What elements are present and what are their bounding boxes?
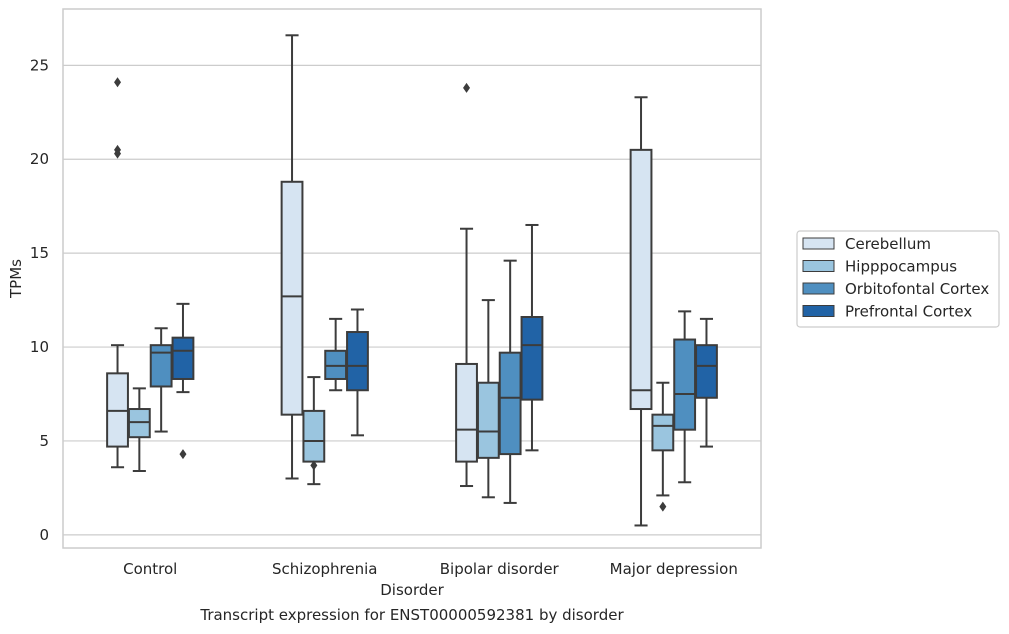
plot-frame <box>62 8 762 549</box>
box <box>171 336 195 380</box>
box <box>149 344 173 388</box>
legend-label: Cerebellum <box>845 235 931 253</box>
x-tick-label: Major depression <box>610 560 738 578</box>
legend <box>796 230 1000 328</box>
y-tick-label: 25 <box>30 56 49 74</box>
outlier-point <box>310 460 318 471</box>
outlier-point <box>659 501 667 512</box>
legend-swatch <box>802 260 835 272</box>
outlier-point <box>114 148 122 159</box>
y-tick-label: 5 <box>39 432 49 450</box>
outlier-point <box>114 77 122 88</box>
box <box>498 351 522 456</box>
legend-swatch <box>802 305 835 317</box>
box <box>302 409 326 463</box>
outlier-point <box>463 82 471 93</box>
box <box>476 381 500 459</box>
box <box>520 316 544 401</box>
x-tick-label: Bipolar disorder <box>440 560 560 578</box>
chart-caption: Transcript expression for ENST0000059238… <box>200 606 624 624</box>
box <box>629 148 653 411</box>
box <box>695 344 718 399</box>
box <box>651 413 675 452</box>
box <box>455 362 478 463</box>
legend-label: Hipppocampus <box>845 258 957 276</box>
y-tick-label: 20 <box>30 150 49 168</box>
x-axis-label: Disorder <box>380 581 444 599</box>
legend-label: Prefrontal Cortex <box>845 303 972 321</box>
y-axis-label: TPMs <box>7 259 25 299</box>
legend-swatch <box>802 237 835 250</box>
legend-label: Orbitofontal Cortex <box>845 280 989 298</box>
y-tick-label: 10 <box>30 338 49 356</box>
x-tick-label: Schizophrenia <box>272 560 377 578</box>
y-tick-label: 15 <box>30 244 49 262</box>
y-tick-label: 0 <box>39 526 49 544</box>
outlier-point <box>179 449 187 460</box>
legend-swatch <box>802 282 835 295</box>
box <box>280 180 304 416</box>
box <box>673 338 697 431</box>
x-tick-label: Control <box>123 560 177 578</box>
box <box>346 331 369 392</box>
